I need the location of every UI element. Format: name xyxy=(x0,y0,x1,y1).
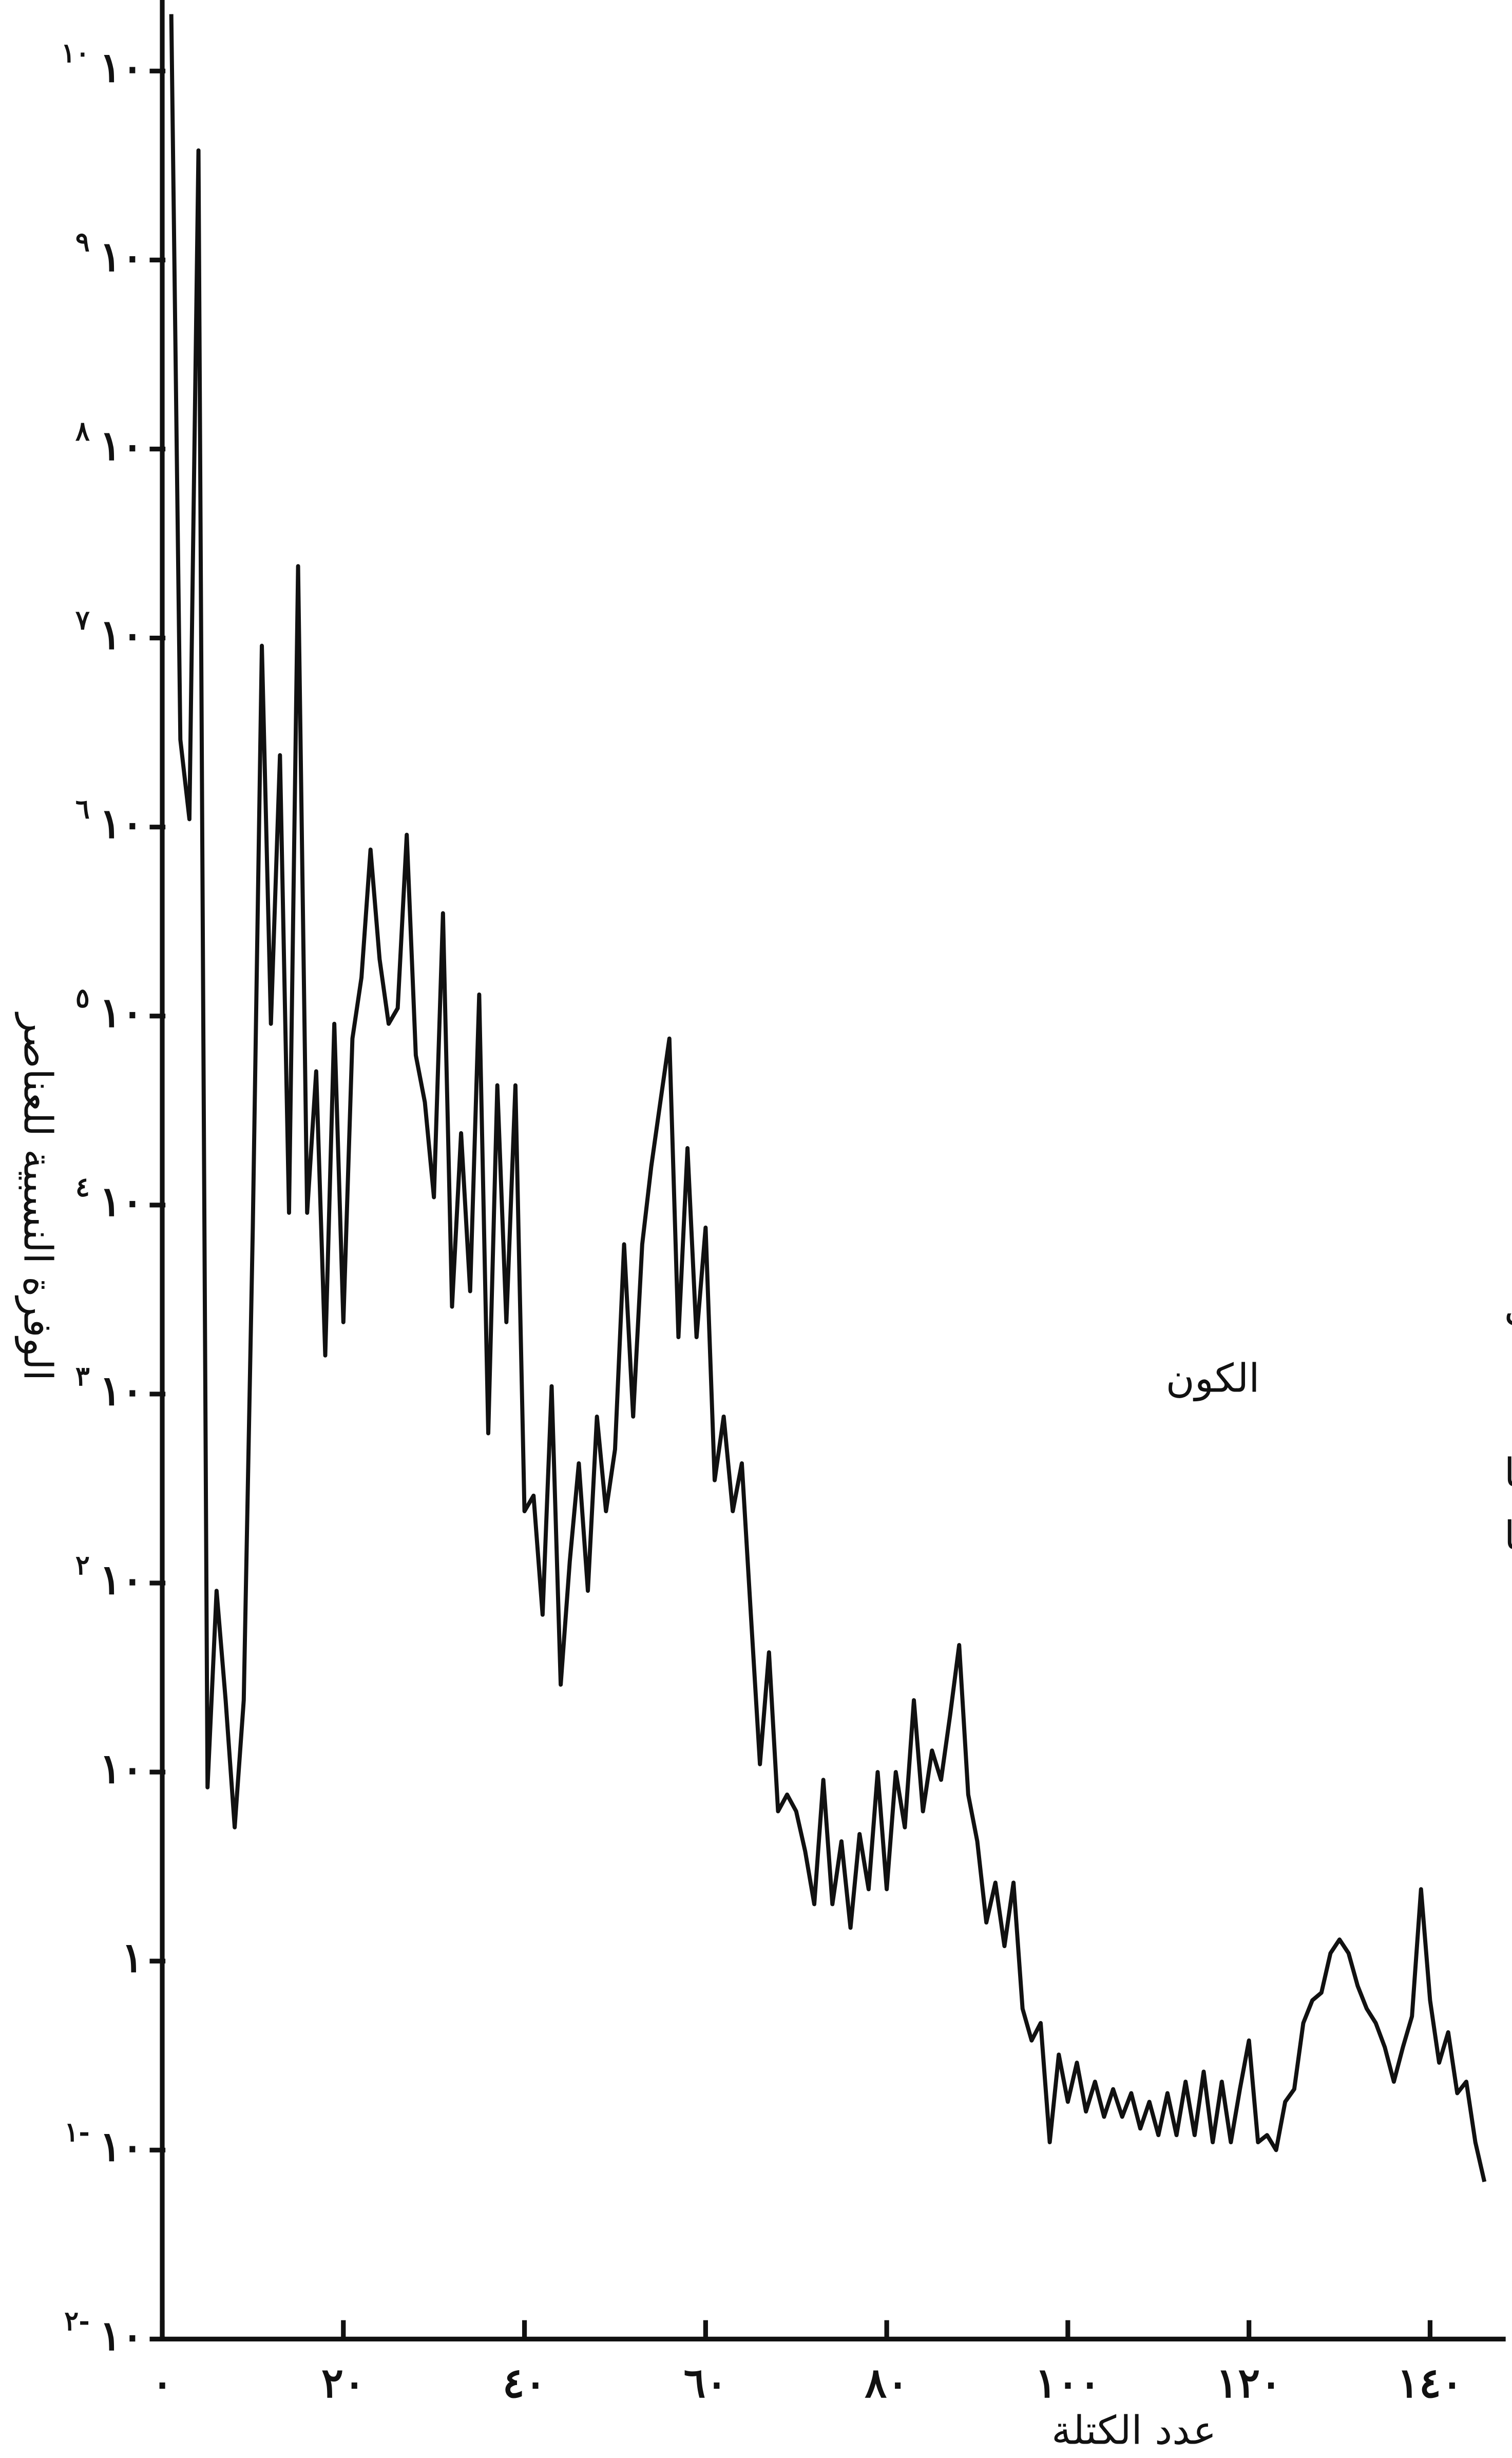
x-tick-label: ١٤٠ xyxy=(1397,2358,1463,2407)
x-tick-label: ٤٠ xyxy=(503,2358,547,2407)
y-tick-exponent: ٢ xyxy=(75,1550,90,1581)
x-tick-label: ٢٠ xyxy=(321,2358,366,2407)
y-axis-label: الوفرة النسبية للعناصر xyxy=(15,1012,61,1381)
caption: الكون xyxy=(1166,1356,1260,1401)
y-tick-label: ١٠ xyxy=(100,1555,144,1604)
y-tick-exponent: ١- xyxy=(64,2117,90,2148)
y-tick-exponent: ٣ xyxy=(75,1361,90,1392)
x-tick-label: ٠ xyxy=(151,2358,174,2407)
y-tick-exponent: ٢- xyxy=(64,2305,90,2337)
y-tick-label: ١٠ xyxy=(100,610,144,658)
y-tick-label: ١٠ xyxy=(100,2122,144,2170)
y-tick-label: ١٠ xyxy=(100,43,144,91)
y-tick-label: ١ xyxy=(121,1933,143,1981)
y-tick-exponent: ٧ xyxy=(75,604,90,636)
caption: شكل ٩ . – وفرة العناصر في xyxy=(1504,1285,1512,1330)
y-tick-label: ١٠ xyxy=(100,1366,144,1415)
caption: تتمثل العناصر هنا بعدد كتلتها xyxy=(1504,1450,1512,1496)
y-tick-exponent: ١٠ xyxy=(61,37,90,69)
y-tick-exponent: ٥ xyxy=(75,983,90,1014)
y-tick-exponent: ٤ xyxy=(75,1172,90,1203)
x-tick-label: ٨٠ xyxy=(865,2358,909,2407)
y-tick-label: ١٠ xyxy=(100,799,144,848)
y-tick-label: ١٠ xyxy=(100,232,144,280)
y-tick-exponent: ٩ xyxy=(75,226,90,258)
y-tick-label: ١٠ xyxy=(100,988,144,1037)
x-tick-label: ١٢٠ xyxy=(1216,2358,1282,2407)
x-tick-label: ١٠٠ xyxy=(1035,2358,1101,2407)
y-tick-exponent: ٨ xyxy=(75,415,90,447)
abundance-line xyxy=(169,14,1487,2182)
y-tick-label: ١٠ xyxy=(100,1744,144,1793)
x-axis-label: عدد الكتلة xyxy=(1051,2408,1216,2453)
y-tick-label: ١٠ xyxy=(100,2311,144,2359)
y-tick-label: ١٠ xyxy=(100,421,144,469)
caption: أي بعدد نويات نواتها xyxy=(1504,1509,1512,1559)
y-tick-label: ١٠ xyxy=(100,1177,144,1226)
x-tick-label: ٦٠ xyxy=(684,2358,728,2407)
y-tick-exponent: ٦ xyxy=(75,793,90,825)
